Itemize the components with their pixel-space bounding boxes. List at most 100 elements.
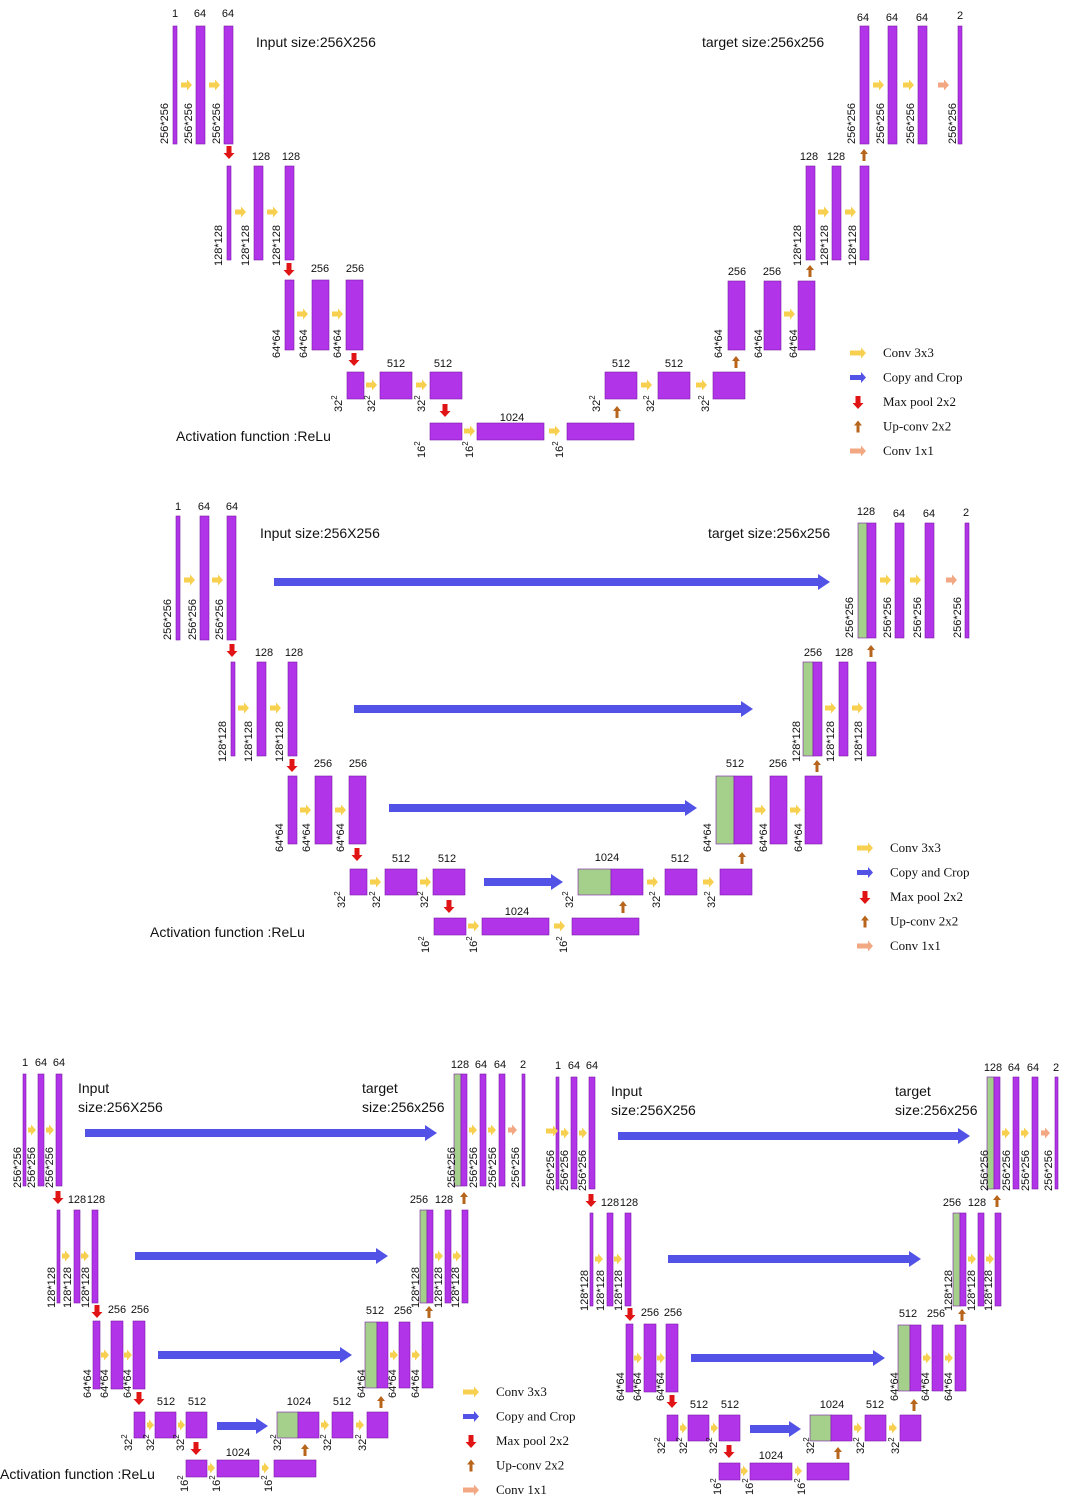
enc4-size-c-exp: 2	[416, 891, 425, 896]
dec2-size-a: 128*128	[791, 721, 803, 762]
unet3-dec2-ch-b: 128	[435, 1194, 453, 1206]
dec3-size-c: 64*64	[793, 823, 805, 852]
unet3-dec1-size-b: 256*256	[468, 1147, 480, 1188]
dec1-map-a	[859, 25, 870, 145]
unet3-enc3-size-a: 64*64	[82, 1369, 94, 1398]
conv-arrow	[880, 574, 891, 586]
unet4-enc3-ch-c: 256	[664, 1307, 682, 1319]
unet3-bottle-size-c: 162	[260, 1475, 275, 1492]
unet3-enc1-ch-c: 64	[53, 1057, 65, 1069]
bottle-ch: 1024	[505, 906, 529, 918]
enc2-map-a	[230, 661, 236, 757]
unet3-copy-crop-arrow-level1	[85, 1125, 437, 1141]
unet4-bottle-map-a	[718, 1462, 741, 1481]
unet3-dec2-map-c	[461, 1209, 469, 1304]
conv-arrow	[370, 876, 381, 888]
dec3-copied-map	[715, 775, 735, 845]
unet3-dec1-ch-out: 2	[520, 1059, 526, 1071]
copy-crop-arrow-level4	[484, 874, 563, 890]
enc3-size-a: 64*64	[274, 823, 286, 852]
conv-arrow	[416, 379, 427, 391]
enc2-size-c: 128*128	[271, 225, 283, 266]
enc4-size-c-base: 32	[416, 400, 428, 412]
unet3-dec3-size-c: 64*64	[410, 1369, 422, 1398]
enc2-ch-b: 128	[252, 151, 270, 163]
pool-arrow	[723, 1445, 735, 1458]
dec4-map-b	[664, 868, 698, 896]
legend1-label-up_conv: Up-conv 2x2	[883, 419, 951, 434]
unet4-bottle-map-c	[806, 1462, 850, 1481]
unet3-dec1-map-out	[521, 1073, 526, 1187]
enc4-size-a-exp: 2	[333, 891, 342, 896]
unet3-enc1-ch-a: 1	[22, 1057, 28, 1069]
dec1-ch-c: 64	[923, 508, 935, 520]
dec3-map-a	[727, 280, 746, 351]
unet4-bottle-size-a-base: 16	[712, 1483, 724, 1495]
legend2-label-max_pool: Max pool 2x2	[890, 889, 963, 904]
upconv-arrow	[301, 1444, 309, 1456]
upconv-arrow	[425, 1306, 433, 1318]
conv-arrow	[62, 1250, 70, 1262]
unet3-enc1-size-b: 256*256	[26, 1147, 38, 1188]
pool-arrow	[52, 1191, 64, 1204]
conv-arrow	[873, 79, 884, 91]
dec2-map-c	[866, 661, 877, 757]
unet3-dec4-size-c-exp: 2	[354, 1434, 363, 1439]
dec4-ch-a: 512	[612, 358, 630, 370]
unet3-dec1-map-b	[479, 1073, 487, 1187]
enc4-map-a	[346, 371, 365, 400]
dec4-size-a: 322	[588, 395, 603, 412]
conv-arrow	[923, 1352, 931, 1364]
unet4-dec2-map-a	[959, 1212, 967, 1307]
unet4-target-label: target	[895, 1083, 931, 1099]
upconv-arrow	[993, 1195, 1001, 1207]
conv-arrow	[390, 1349, 398, 1361]
dec3-map-c	[804, 775, 823, 845]
unet3-enc1-map-b	[37, 1073, 45, 1187]
enc4-size-b-exp: 2	[368, 891, 377, 896]
unet4-copy-crop-arrow-level1	[618, 1128, 970, 1144]
dec3-map-b	[769, 775, 788, 845]
unet4-dec4-copied-map	[809, 1414, 832, 1442]
enc2-size-c: 128*128	[274, 721, 286, 762]
unet4-dec3-ch-a: 512	[899, 1308, 917, 1320]
dec1-size-out: 256*256	[952, 597, 964, 638]
conv-arrow	[469, 1124, 477, 1136]
conv-arrow	[755, 804, 766, 816]
conv-arrow	[46, 1124, 54, 1136]
unet3-enc4-ch-c: 512	[188, 1396, 206, 1408]
unet3-dec4-ch-b: 512	[333, 1396, 351, 1408]
dec2-ch-a: 256	[804, 647, 822, 659]
conv-arrow	[209, 79, 220, 91]
unet4-enc3-size-c: 64*64	[655, 1372, 667, 1401]
enc1-size-b: 256*256	[183, 103, 195, 144]
enc3-ch-c: 256	[349, 758, 367, 770]
unet4-dec3-map-a	[909, 1324, 922, 1392]
dec4-size-c-exp: 2	[703, 891, 712, 896]
bottle-size-b: 162	[461, 441, 476, 458]
legend2-label-conv3x3: Conv 3x3	[890, 840, 941, 855]
unet4-enc4-ch-c: 512	[721, 1399, 739, 1411]
enc2-map-b	[253, 165, 264, 261]
upconv-arrow	[732, 356, 740, 368]
conv-arrow	[420, 876, 431, 888]
unet4-enc2-map-b	[606, 1212, 614, 1307]
unet3-dec1-map-c	[498, 1073, 506, 1187]
conv-arrow	[795, 1465, 802, 1477]
enc3-ch-b: 256	[311, 263, 329, 275]
unet4-dec2-map-c	[994, 1212, 1002, 1307]
unet4-dec1-ch-out: 2	[1053, 1062, 1059, 1074]
enc4-size-c: 322	[413, 395, 428, 412]
unet3-dec4-copied-map	[276, 1411, 299, 1439]
conv-arrow	[614, 1253, 622, 1265]
dec4-map-a	[604, 371, 638, 400]
unet4-dec2-ch-a: 256	[943, 1197, 961, 1209]
bottle-size-b-base: 16	[464, 446, 476, 458]
dec4-map-b	[657, 371, 691, 400]
unet4-dec1-ch-b: 64	[1008, 1062, 1020, 1074]
unet3-dec2-size-a: 128*128	[410, 1267, 422, 1308]
unet4-enc4-size-b: 322	[675, 1437, 690, 1454]
dec4-map-a	[610, 868, 644, 896]
dec2-map-a	[805, 165, 816, 261]
enc1-map-c	[223, 25, 234, 145]
